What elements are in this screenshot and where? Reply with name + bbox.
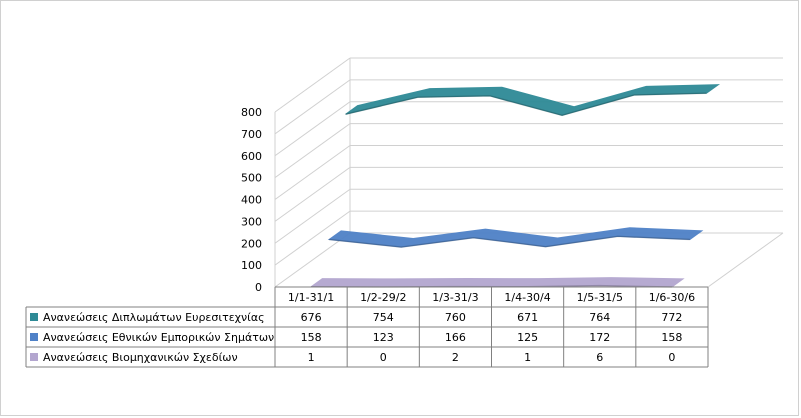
series-edge-2 (329, 235, 690, 248)
x-category-label: 1/1-31/1 (288, 291, 334, 304)
data-table-value: 2 (452, 351, 459, 364)
gridline (274, 188, 351, 244)
y-tick-label: 400 (241, 194, 262, 207)
data-table-value: 125 (517, 331, 538, 344)
gridline (274, 57, 351, 113)
data-table-value: 172 (589, 331, 610, 344)
data-table-value: 772 (661, 311, 682, 324)
data-table-value: 764 (589, 311, 610, 324)
legend-label: Ανανεώσεις Διπλωμάτων Ευρεσιτεχνίας (43, 311, 265, 324)
gridline (274, 232, 351, 288)
gridline (274, 166, 351, 222)
data-table-value: 0 (668, 351, 675, 364)
x-category-label: 1/6-30/6 (649, 291, 695, 304)
y-tick-label: 800 (241, 106, 262, 119)
legend-swatch (30, 353, 38, 361)
data-table-value: 158 (661, 331, 682, 344)
data-table-value: 166 (445, 331, 466, 344)
y-tick-label: 700 (241, 128, 262, 141)
gridline (274, 123, 351, 179)
x-category-label: 1/3-31/3 (432, 291, 478, 304)
series-edge-1 (345, 92, 707, 117)
legend-swatch (30, 313, 38, 321)
y-tick-label: 200 (241, 237, 262, 250)
data-table-value: 671 (517, 311, 538, 324)
data-table-value: 6 (596, 351, 603, 364)
gridline (274, 145, 351, 200)
x-category-label: 1/2-29/2 (360, 291, 406, 304)
y-tick-label: 300 (241, 215, 262, 228)
y-tick-label: 500 (241, 172, 262, 185)
data-table-value: 676 (301, 311, 322, 324)
gridline (274, 210, 351, 266)
legend-label: Ανανεώσεις Βιομηχανικών Σχεδίων (43, 351, 238, 364)
legend-swatch (30, 333, 38, 341)
legend-label: Ανανεώσεις Εθνικών Εμπορικών Σημάτων (43, 331, 274, 344)
data-table-value: 158 (301, 331, 322, 344)
gridline (274, 79, 351, 135)
series-ribbon-2 (327, 227, 704, 248)
y-tick-label: 0 (255, 281, 262, 294)
gridline (274, 101, 351, 157)
data-table-value: 754 (373, 311, 394, 324)
x-category-label: 1/4-30/4 (504, 291, 550, 304)
y-tick-label: 600 (241, 150, 262, 163)
series-ribbon-1 (345, 84, 721, 116)
x-category-label: 1/5-31/5 (577, 291, 623, 304)
data-table-value: 1 (524, 351, 531, 364)
data-table-value: 760 (445, 311, 466, 324)
data-table-value: 1 (308, 351, 315, 364)
data-table-value: 123 (373, 331, 394, 344)
data-table-value: 0 (380, 351, 387, 364)
y-tick-label: 100 (241, 259, 262, 272)
